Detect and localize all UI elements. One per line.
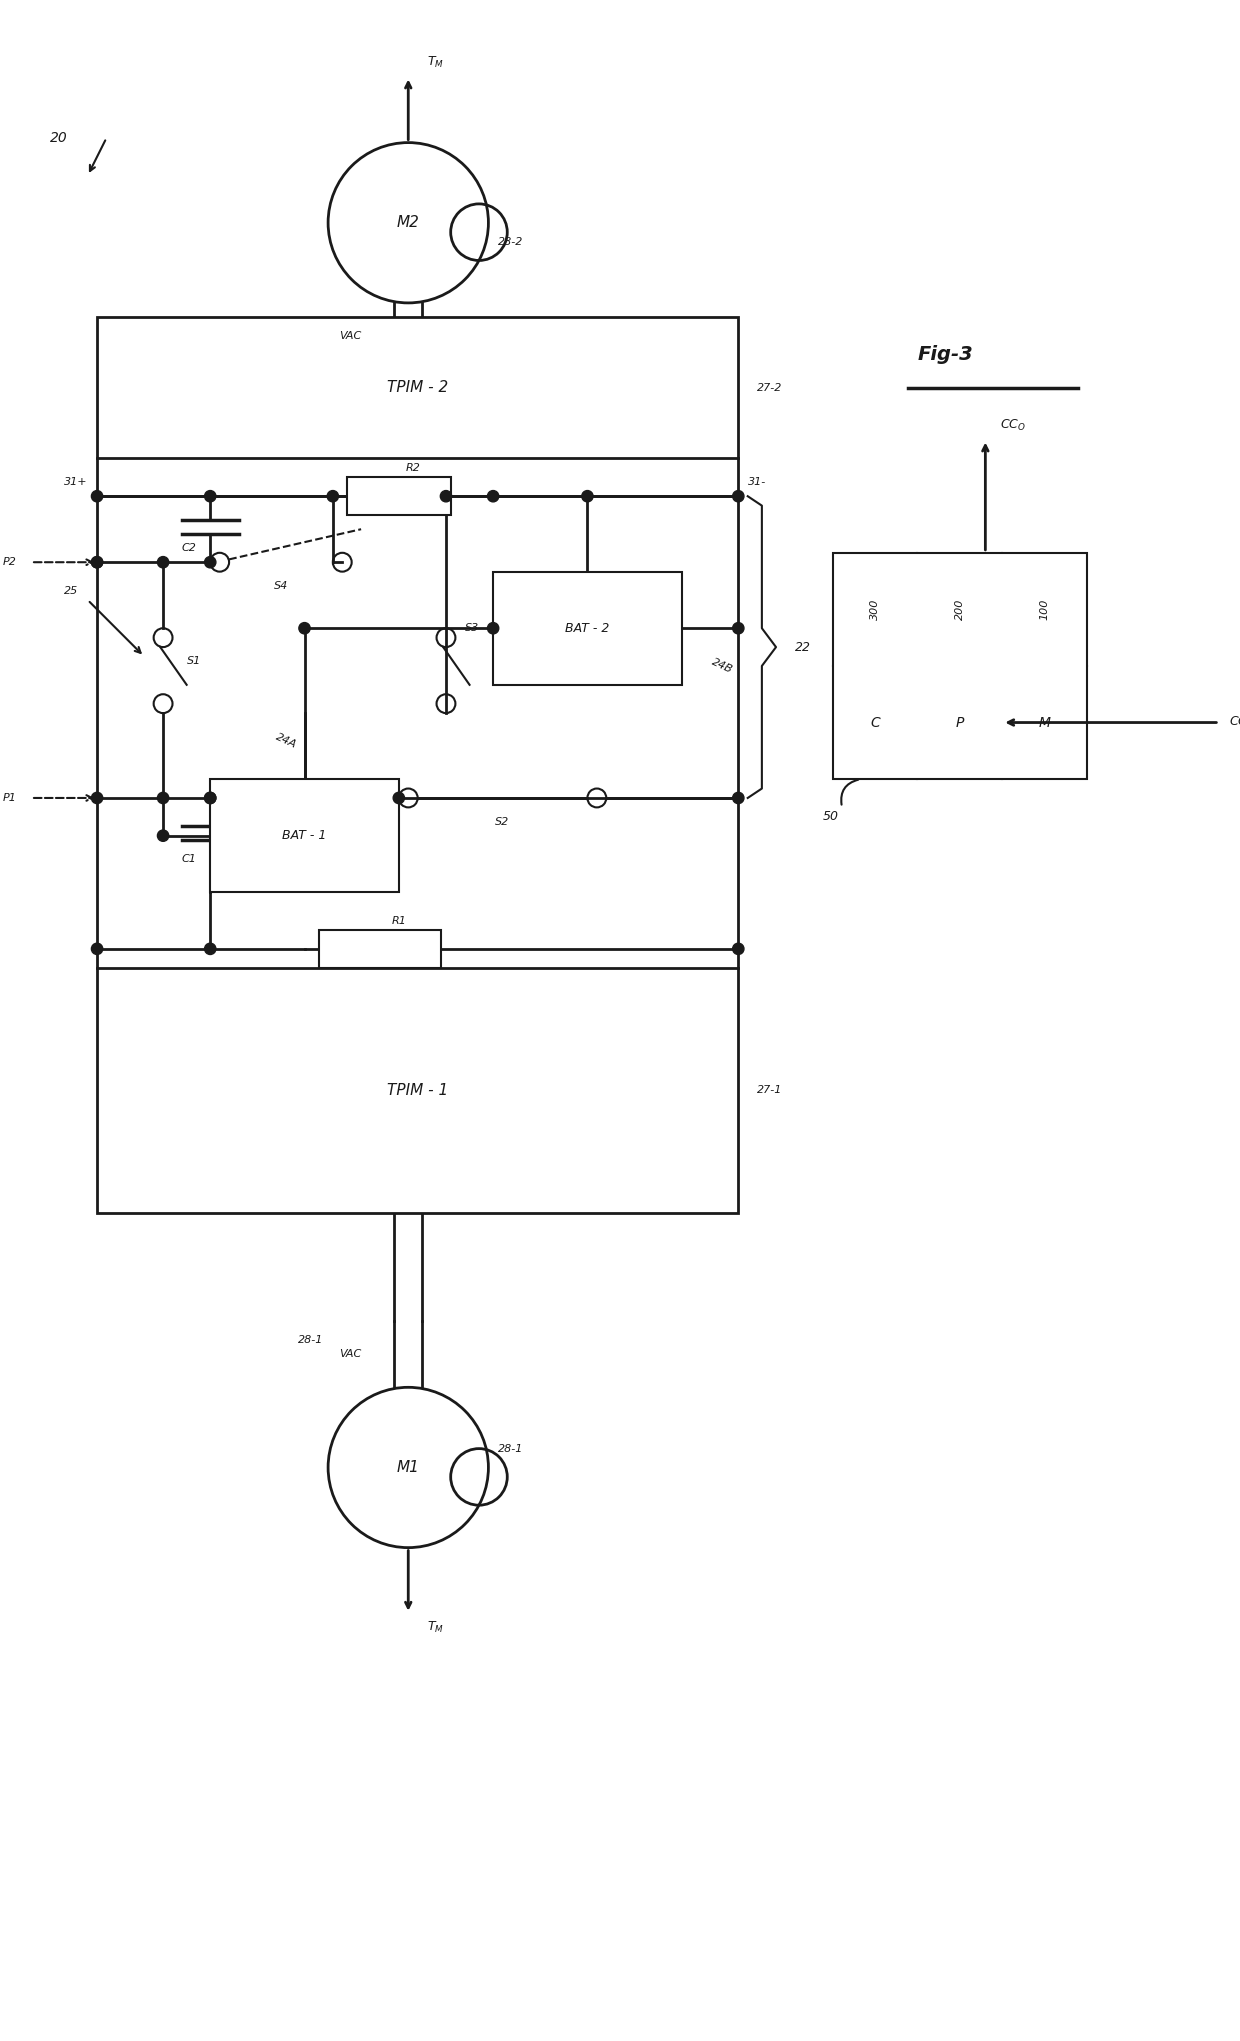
Circle shape bbox=[582, 490, 593, 502]
Circle shape bbox=[92, 557, 103, 567]
Text: 20: 20 bbox=[50, 131, 68, 145]
Circle shape bbox=[393, 792, 404, 804]
Text: M: M bbox=[1039, 716, 1050, 729]
Text: 31+: 31+ bbox=[64, 478, 88, 488]
Text: 22: 22 bbox=[795, 641, 811, 653]
Circle shape bbox=[487, 623, 498, 635]
Text: VAC: VAC bbox=[339, 1349, 361, 1359]
Circle shape bbox=[205, 943, 216, 955]
Text: 25: 25 bbox=[64, 586, 78, 596]
Circle shape bbox=[92, 943, 103, 955]
Text: 300: 300 bbox=[870, 598, 880, 620]
Text: S3: S3 bbox=[465, 623, 479, 633]
Circle shape bbox=[205, 792, 216, 804]
Text: P1: P1 bbox=[2, 794, 17, 802]
Text: TPIM - 1: TPIM - 1 bbox=[387, 1084, 449, 1098]
Text: 28-1: 28-1 bbox=[497, 1443, 523, 1453]
Circle shape bbox=[205, 557, 216, 567]
Text: R1: R1 bbox=[392, 916, 407, 925]
Text: TPIM - 2: TPIM - 2 bbox=[387, 380, 449, 396]
Bar bbox=[494, 571, 682, 686]
Circle shape bbox=[299, 623, 310, 635]
Bar bbox=[97, 967, 738, 1212]
Bar bbox=[319, 931, 441, 967]
Circle shape bbox=[92, 557, 103, 567]
Text: 200: 200 bbox=[955, 598, 965, 620]
Text: Fig-3: Fig-3 bbox=[918, 345, 973, 363]
Text: 24A: 24A bbox=[274, 733, 298, 751]
Text: 24B: 24B bbox=[711, 657, 734, 676]
Circle shape bbox=[92, 490, 103, 502]
Text: M1: M1 bbox=[397, 1459, 419, 1476]
Text: C: C bbox=[870, 716, 880, 729]
Text: 27-1: 27-1 bbox=[758, 1086, 782, 1096]
Text: BAT - 1: BAT - 1 bbox=[283, 829, 326, 843]
Bar bbox=[347, 478, 450, 514]
Text: BAT - 2: BAT - 2 bbox=[565, 623, 610, 635]
Text: C1: C1 bbox=[181, 855, 196, 863]
Bar bbox=[832, 553, 1087, 780]
Text: S1: S1 bbox=[187, 657, 201, 665]
Text: P2: P2 bbox=[2, 557, 17, 567]
Text: $T_M$: $T_M$ bbox=[427, 55, 444, 69]
Circle shape bbox=[327, 490, 339, 502]
Circle shape bbox=[733, 792, 744, 804]
Text: M2: M2 bbox=[397, 214, 419, 231]
Circle shape bbox=[487, 490, 498, 502]
Text: 28-1: 28-1 bbox=[298, 1335, 324, 1345]
Circle shape bbox=[440, 490, 451, 502]
Bar bbox=[211, 780, 399, 892]
Text: 28-2: 28-2 bbox=[497, 237, 523, 247]
Text: 27-2: 27-2 bbox=[758, 384, 782, 392]
Circle shape bbox=[92, 792, 103, 804]
Circle shape bbox=[733, 943, 744, 955]
Bar bbox=[97, 316, 738, 459]
Circle shape bbox=[157, 557, 169, 567]
Text: VAC: VAC bbox=[339, 331, 361, 341]
Text: P: P bbox=[956, 716, 963, 729]
Circle shape bbox=[157, 792, 169, 804]
Circle shape bbox=[733, 490, 744, 502]
Text: S2: S2 bbox=[496, 816, 510, 827]
Text: 31-: 31- bbox=[748, 478, 766, 488]
Text: 50: 50 bbox=[823, 810, 839, 823]
Text: $CC_I$: $CC_I$ bbox=[1229, 714, 1240, 731]
Circle shape bbox=[205, 490, 216, 502]
Text: R2: R2 bbox=[405, 463, 420, 474]
Text: 100: 100 bbox=[1040, 598, 1050, 620]
Circle shape bbox=[205, 792, 216, 804]
Text: C2: C2 bbox=[181, 543, 196, 553]
Text: S4: S4 bbox=[274, 582, 288, 590]
Circle shape bbox=[157, 831, 169, 841]
Text: $CC_O$: $CC_O$ bbox=[999, 418, 1025, 433]
Circle shape bbox=[733, 623, 744, 635]
Text: $T_M$: $T_M$ bbox=[427, 1621, 444, 1635]
